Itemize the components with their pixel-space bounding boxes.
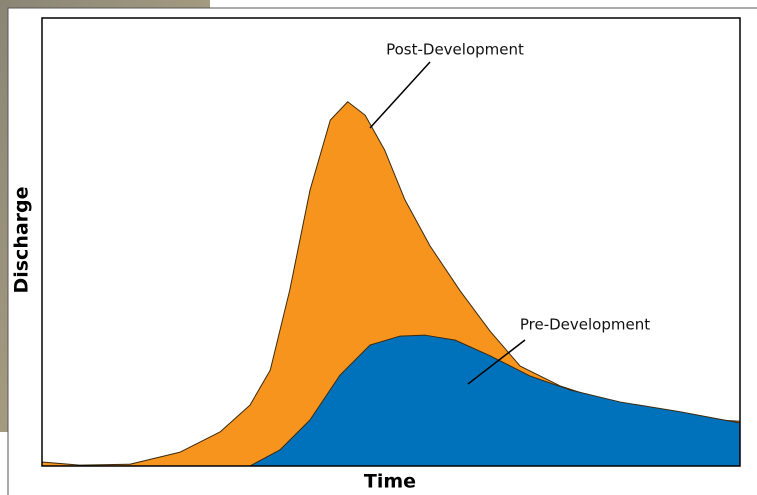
plot-area (41, 101, 741, 467)
y-axis-title: Discharge (11, 186, 33, 293)
label-leader (467, 339, 526, 385)
x-axis-title: Time (364, 471, 416, 493)
label-leader (369, 61, 431, 129)
plot-frame (41, 17, 741, 467)
area-series (41, 334, 741, 467)
series-label: Post-Development (386, 41, 524, 59)
series-label: Pre-Development (520, 316, 650, 334)
